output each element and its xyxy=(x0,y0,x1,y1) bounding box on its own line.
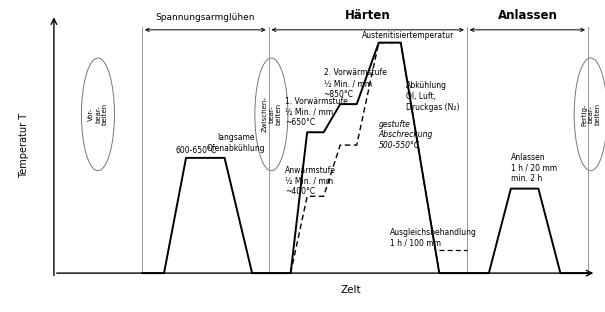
Text: Temperatur T: Temperatur T xyxy=(19,113,28,178)
Text: Anlassen
1 h / 20 mm
min. 2 h: Anlassen 1 h / 20 mm min. 2 h xyxy=(511,153,557,183)
Text: Anlassen: Anlassen xyxy=(497,9,557,22)
Text: 600-650°C: 600-650°C xyxy=(175,146,216,155)
Text: gestufte
Abschreckung
500-550°C: gestufte Abschreckung 500-550°C xyxy=(379,120,433,150)
Text: 1. Vorwärmstufe
½ Min. / mm
~650°C: 1. Vorwärmstufe ½ Min. / mm ~650°C xyxy=(285,97,348,127)
Text: Spannungsarmglühen: Spannungsarmglühen xyxy=(155,13,255,22)
Text: Austenitisiertemperatur: Austenitisiertemperatur xyxy=(362,31,454,40)
Text: Ausgleichsbehandlung
1 h / 100 mm: Ausgleichsbehandlung 1 h / 100 mm xyxy=(390,228,477,247)
Text: Härten: Härten xyxy=(345,9,391,22)
Text: Anwärmstufe
½ Min. / mm
~400°C: Anwärmstufe ½ Min. / mm ~400°C xyxy=(285,166,336,196)
Text: 2. Vorwärmstufe
½ Min. / mm
~850°C: 2. Vorwärmstufe ½ Min. / mm ~850°C xyxy=(324,69,387,99)
Text: Fertig-
bear-
beiten: Fertig- bear- beiten xyxy=(581,103,600,125)
Text: Zwischen-
bear-
beiten: Zwischen- bear- beiten xyxy=(261,96,281,132)
Text: Abkühlung
Öl, Luft,
Druckgas (N₂): Abkühlung Öl, Luft, Druckgas (N₂) xyxy=(407,81,460,112)
Text: Vor-
bear-
beiten: Vor- bear- beiten xyxy=(88,103,108,125)
Text: langsame
Ofenabkühlung: langsame Ofenabkühlung xyxy=(206,133,265,153)
Text: Zelt: Zelt xyxy=(341,285,362,295)
